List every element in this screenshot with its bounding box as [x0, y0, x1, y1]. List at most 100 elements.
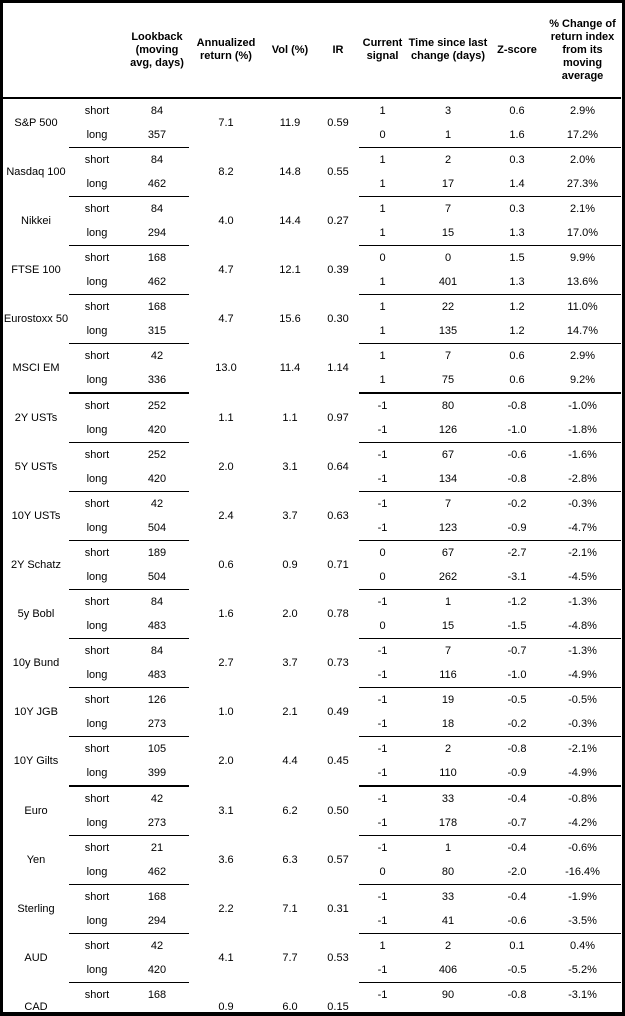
time-since-value: 18: [406, 712, 490, 737]
pct-change-value: 2.1%: [569, 203, 596, 215]
table-row: Nasdaq 100 short 84 8.2 14.8 0.55 1 2 0.3 2.0%: [3, 148, 621, 178]
table-row: 5Y USTs short 252 2.0 3.1 0.64 -1 67 -0.6 -1.6%: [3, 443, 621, 473]
z-score-value: -0.8: [507, 989, 527, 1001]
vol-value: 3.1: [282, 461, 298, 473]
pct-change-value: -0.6%: [568, 842, 597, 854]
table-row: long 420 -1 406 -0.5 -5.2%: [3, 958, 621, 983]
annualized-return-value: 1.1: [218, 411, 234, 424]
table-row: 2Y Schatz short 189 0.6 0.9 0.71 0 67 -2.7 -2.1%: [3, 541, 621, 571]
signal-value: 0: [379, 252, 386, 264]
annualized-return-value: 4.0: [218, 215, 234, 227]
z-score-value: -0.5: [507, 694, 527, 706]
z-score-value: -1.0: [490, 663, 544, 688]
leg-type: long: [69, 123, 125, 148]
signal-value: -1: [377, 793, 388, 805]
signal-value: 1: [359, 172, 406, 197]
leg-type: short: [84, 645, 110, 657]
time-since-value: 7: [444, 203, 452, 215]
time-since-value: 33: [441, 891, 455, 903]
table-row: Nikkei short 84 4.0 14.4 0.27 1 7 0.3 2.1%: [3, 197, 621, 227]
pct-change-value: 17.0%: [544, 221, 621, 246]
signal-value: -1: [359, 958, 406, 983]
annualized-return-value: 7.1: [218, 117, 234, 130]
table-row: AUD short 42 4.1 7.7 0.53 1 2 0.1 0.4%: [3, 934, 621, 964]
pct-change-value: -3.1%: [568, 989, 597, 1001]
time-since-value: 33: [441, 793, 455, 805]
table-row: 10Y USTs short 42 2.4 3.7 0.63 -1 7 -0.2 -0.3%: [3, 492, 621, 522]
pct-change-value: 11.0%: [567, 301, 598, 313]
z-score-value: -0.4: [507, 842, 527, 854]
annualized-return-value: 4.7: [218, 264, 234, 276]
annualized-return-value: 2.2: [218, 903, 234, 915]
annualized-return-value: 4.7: [218, 313, 234, 325]
time-since-value: 67: [441, 449, 455, 461]
table-row: CAD short 168 0.9 6.0 0.15 -1 90 -0.8 -3.1%: [3, 983, 621, 1012]
lookback-value: 336: [125, 368, 189, 394]
asset-name: MSCI EM: [12, 362, 60, 375]
asset-name: Nasdaq 100: [6, 166, 66, 178]
signal-value: -1: [377, 400, 388, 412]
column-header-lookback: Lookback (moving avg, days): [125, 3, 189, 99]
table-row: long 420 -1 134 -0.8 -2.8%: [3, 467, 621, 492]
time-since-value: 67: [441, 547, 455, 559]
ir-value: 0.97: [327, 411, 349, 424]
vol-value: 2.0: [282, 608, 298, 620]
time-since-value: 17: [406, 172, 490, 197]
vol-value: 6.2: [282, 804, 298, 817]
time-since-value: 116: [406, 663, 490, 688]
leg-type: short: [84, 940, 110, 952]
lookback-value: 42: [150, 940, 164, 952]
pct-change-value: -0.5%: [568, 694, 597, 706]
z-score-value: -2.7: [507, 547, 527, 559]
table-row: 10Y JGB short 126 1.0 2.1 0.49 -1 19 -0.5 -0.5%: [3, 688, 621, 718]
vol-value: 12.1: [279, 264, 301, 276]
lookback-value: 84: [150, 596, 164, 608]
table-row: long 462 1 401 1.3 13.6%: [3, 270, 621, 295]
asset-name: Eurostoxx 50: [3, 313, 69, 325]
time-since-value: 15: [406, 221, 490, 246]
pct-change-value: 2.0%: [569, 154, 596, 166]
z-score-value: 0.1: [509, 940, 525, 952]
leg-type: long: [69, 761, 125, 787]
lookback-value: 252: [147, 449, 167, 461]
time-since-value: 90: [441, 989, 455, 1001]
lookback-value: 315: [125, 319, 189, 344]
signal-value: -1: [377, 694, 388, 706]
signal-value: 1: [379, 940, 386, 952]
signal-value: -1: [377, 498, 388, 510]
vol-value: 7.1: [282, 903, 298, 915]
signal-value: 1: [379, 350, 386, 362]
annualized-return-value: 4.1: [218, 952, 234, 964]
leg-type: short: [84, 449, 110, 461]
ir-value: 0.55: [327, 166, 349, 178]
signal-value: 1: [379, 203, 386, 215]
signal-value: 1: [359, 368, 406, 394]
vol-value: 3.7: [282, 510, 298, 522]
vol-value: 11.9: [279, 117, 301, 130]
signal-value: 0: [359, 565, 406, 590]
ir-value: 0.63: [327, 510, 349, 522]
z-score-value: -3.1: [490, 565, 544, 590]
time-since-value: 1: [406, 123, 490, 148]
column-header-leg: [69, 3, 125, 99]
lookback-value: 504: [125, 565, 189, 590]
z-score-value: -0.5: [490, 958, 544, 983]
signal-value: 0: [359, 614, 406, 639]
pct-change-value: -4.7%: [544, 516, 621, 541]
table-row: long 315 1 135 1.2 14.7%: [3, 319, 621, 344]
signal-value: -1: [359, 712, 406, 737]
column-header-z-score: Z-score: [490, 3, 544, 99]
leg-type: short: [84, 301, 110, 313]
time-since-value: 406: [406, 958, 490, 983]
leg-type: long: [69, 1007, 125, 1012]
leg-type: long: [69, 172, 125, 197]
ir-value: 0.49: [327, 706, 349, 718]
pct-change-value: 9.9%: [569, 252, 596, 264]
z-score-value: 1.4: [490, 172, 544, 197]
table-row: 2Y USTs short 252 1.1 1.1 0.97 -1 80 -0.8 -1.0%: [3, 393, 621, 424]
signal-value: 1: [379, 154, 386, 166]
time-since-value: 126: [406, 418, 490, 443]
signal-value: -1: [359, 516, 406, 541]
time-since-value: 262: [406, 565, 490, 590]
